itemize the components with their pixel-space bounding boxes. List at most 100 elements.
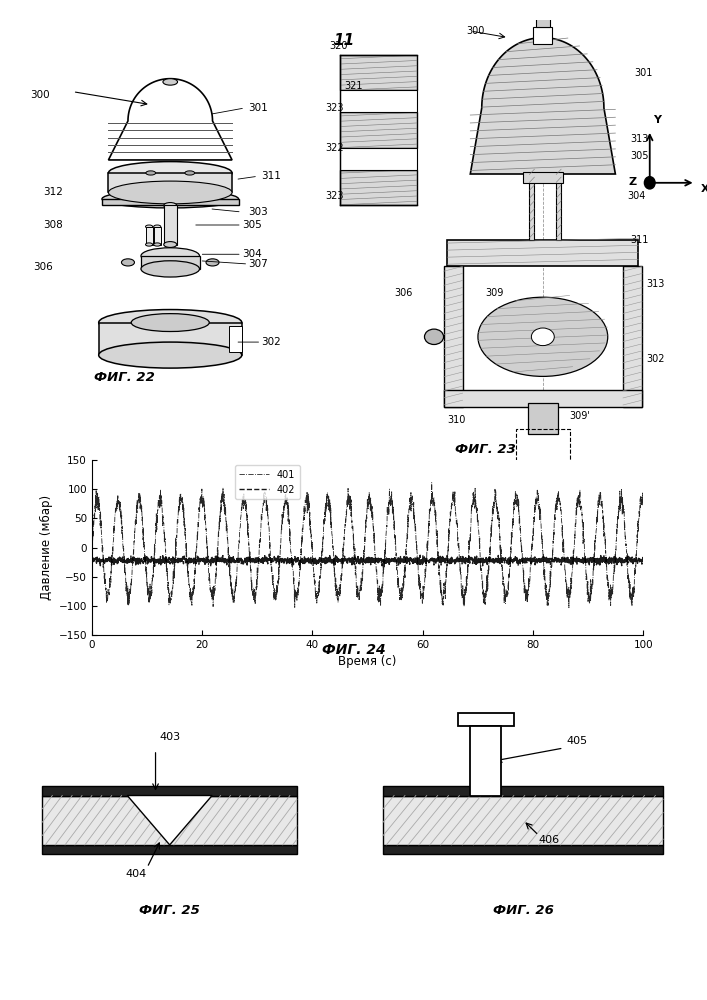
Bar <box>146 227 153 245</box>
401 <box>565 602 573 614</box>
401 <box>299 513 308 525</box>
401 <box>183 567 192 579</box>
Ellipse shape <box>102 190 238 208</box>
Text: 405: 405 <box>567 736 588 746</box>
Ellipse shape <box>164 203 177 208</box>
Text: 321: 321 <box>344 81 363 91</box>
Text: 301: 301 <box>634 68 653 78</box>
X-axis label: Время (с): Время (с) <box>339 655 397 668</box>
402 <box>88 551 96 563</box>
Text: 302: 302 <box>262 337 281 347</box>
Ellipse shape <box>532 328 554 346</box>
402 <box>183 556 192 568</box>
Text: 403: 403 <box>159 732 180 742</box>
Ellipse shape <box>153 225 160 228</box>
Bar <box>383 795 663 845</box>
401 <box>323 487 332 499</box>
Text: 309: 309 <box>486 288 504 298</box>
Line: 401: 401 <box>92 483 643 608</box>
Ellipse shape <box>146 171 156 175</box>
Bar <box>153 227 160 245</box>
Bar <box>556 174 561 240</box>
Text: 312: 312 <box>43 187 64 197</box>
Bar <box>42 845 297 854</box>
Text: 302: 302 <box>646 354 665 364</box>
Bar <box>42 795 297 845</box>
Bar <box>443 266 462 407</box>
Bar <box>108 173 232 192</box>
Bar <box>533 27 552 44</box>
Bar <box>516 429 570 464</box>
Bar <box>99 323 242 355</box>
Text: 306: 306 <box>394 288 412 298</box>
Bar <box>102 199 238 205</box>
Ellipse shape <box>153 243 160 246</box>
Text: 309': 309' <box>570 411 590 421</box>
Bar <box>383 845 663 854</box>
Bar <box>536 18 550 27</box>
Ellipse shape <box>164 242 177 247</box>
Bar <box>458 713 514 726</box>
401 <box>639 495 648 507</box>
Ellipse shape <box>424 329 443 344</box>
Ellipse shape <box>141 248 199 264</box>
Bar <box>341 90 417 112</box>
Ellipse shape <box>163 79 177 85</box>
Ellipse shape <box>206 259 219 266</box>
Text: ФИГ. 24: ФИГ. 24 <box>322 643 385 657</box>
Bar <box>229 326 242 352</box>
401 <box>88 534 96 546</box>
Bar <box>448 240 638 266</box>
Text: 305: 305 <box>631 151 649 161</box>
Ellipse shape <box>99 310 242 336</box>
Text: 311: 311 <box>631 235 649 245</box>
Ellipse shape <box>146 243 153 246</box>
Text: Y: Y <box>653 115 662 125</box>
Bar <box>164 205 177 245</box>
Bar <box>470 726 501 795</box>
401 <box>569 553 578 565</box>
Bar <box>383 786 663 795</box>
401 <box>151 548 159 560</box>
Bar <box>527 403 558 434</box>
Bar <box>42 786 297 795</box>
401 <box>428 477 436 489</box>
Text: 11: 11 <box>333 33 354 48</box>
Polygon shape <box>470 38 615 174</box>
Ellipse shape <box>132 314 209 332</box>
Text: 300: 300 <box>467 26 485 36</box>
Text: 406: 406 <box>539 835 560 845</box>
402 <box>206 561 215 573</box>
Text: 308: 308 <box>43 220 63 230</box>
402 <box>265 548 274 560</box>
Text: 304: 304 <box>242 249 262 259</box>
Ellipse shape <box>108 181 232 204</box>
402 <box>300 557 308 569</box>
Text: 311: 311 <box>262 171 281 181</box>
Text: 307: 307 <box>248 259 268 269</box>
Text: 306: 306 <box>34 262 54 272</box>
Ellipse shape <box>185 171 194 175</box>
402 <box>629 558 637 570</box>
Polygon shape <box>127 795 212 845</box>
Text: ФИГ. 22: ФИГ. 22 <box>94 371 155 384</box>
Text: Z: Z <box>629 177 637 187</box>
Text: 320: 320 <box>329 41 348 51</box>
Text: 323: 323 <box>325 103 344 113</box>
Bar <box>341 112 417 148</box>
402 <box>569 552 578 564</box>
Text: 301: 301 <box>248 103 268 113</box>
Text: 300: 300 <box>30 90 50 100</box>
Ellipse shape <box>108 162 232 184</box>
Text: 305: 305 <box>242 220 262 230</box>
Text: 404: 404 <box>125 869 146 879</box>
Bar <box>522 172 563 183</box>
Ellipse shape <box>478 297 608 376</box>
Ellipse shape <box>141 261 199 277</box>
Text: 313': 313' <box>631 134 652 144</box>
Y-axis label: Давление (мбар): Давление (мбар) <box>40 495 53 600</box>
Bar <box>141 256 199 269</box>
Polygon shape <box>108 79 232 160</box>
Bar <box>623 266 642 407</box>
Ellipse shape <box>99 342 242 368</box>
